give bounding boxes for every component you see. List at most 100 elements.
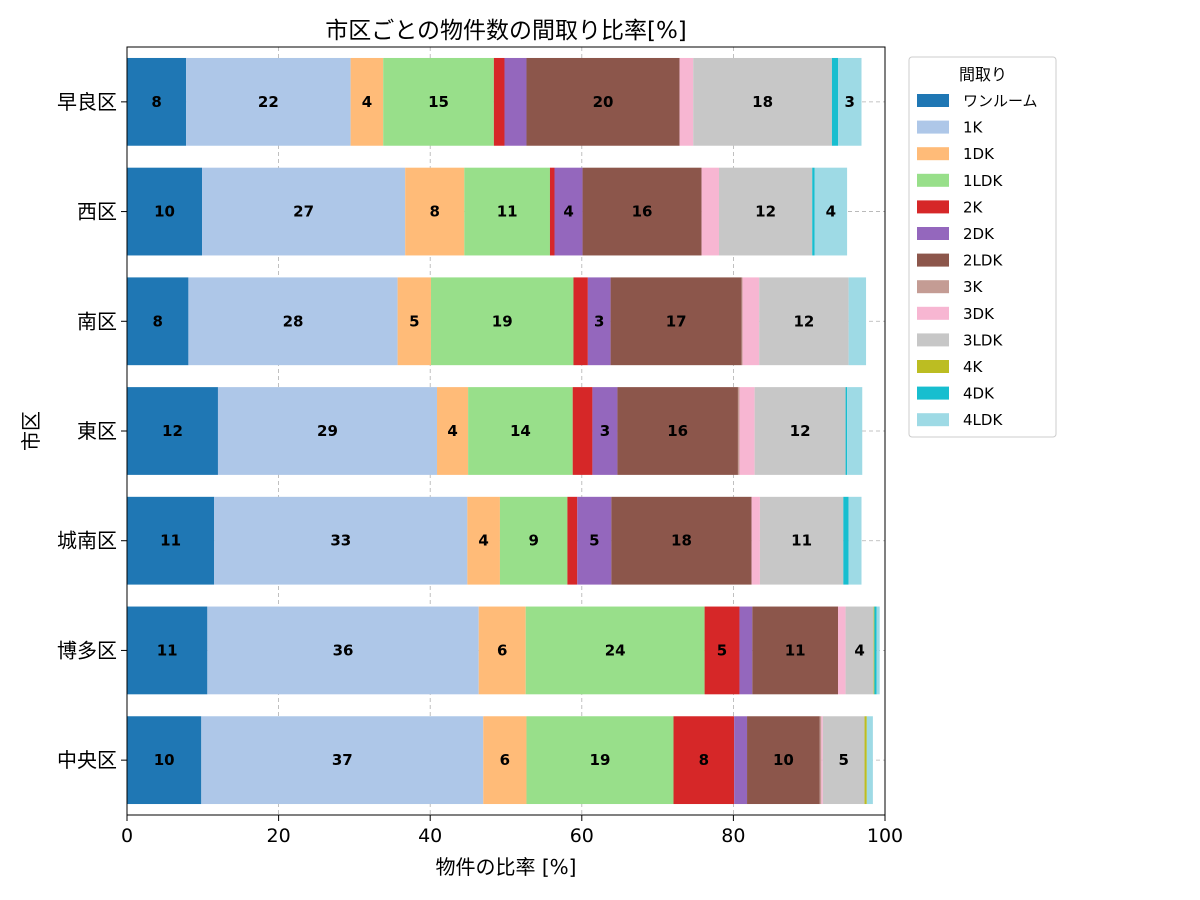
bar-segment	[759, 496, 844, 585]
x-tick-label: 40	[418, 825, 442, 847]
bar-segment	[201, 716, 484, 805]
y-category-label: 城南区	[57, 529, 117, 553]
bar-value-label: 10	[773, 751, 794, 769]
legend-swatch	[917, 306, 949, 320]
x-axis-title: 物件の比率 [%]	[436, 855, 577, 879]
bar-value-label: 12	[793, 312, 814, 330]
bar-segment	[751, 496, 760, 585]
bar-segment	[617, 387, 738, 475]
legend-label: ワンルーム	[963, 92, 1038, 110]
bar-segment	[504, 57, 527, 146]
bar-segment	[739, 606, 753, 695]
bar-segment	[845, 606, 874, 695]
bar-segment	[430, 277, 574, 366]
bar-value-label: 4	[826, 203, 836, 221]
legend-swatch	[917, 333, 949, 347]
bar-segment	[747, 716, 820, 805]
bar-value-label: 17	[666, 312, 687, 330]
bar-segment	[814, 167, 848, 256]
bar-value-label: 12	[790, 422, 811, 440]
x-tick-label: 100	[867, 825, 903, 847]
bar-segment	[873, 606, 875, 695]
bar-segment	[592, 387, 618, 475]
bar-segment	[464, 167, 550, 256]
bar-value-label: 27	[293, 203, 314, 221]
bar-segment	[127, 606, 208, 695]
bar-segment	[202, 167, 406, 256]
bar-segment	[611, 496, 752, 585]
bar-value-label: 15	[428, 93, 449, 111]
x-tick-label: 80	[721, 825, 745, 847]
legend-label: 3K	[963, 278, 984, 296]
bar-segment	[847, 387, 863, 475]
y-axis-title: 市区	[19, 411, 43, 451]
bar-segment	[572, 387, 593, 475]
x-tick-label: 20	[267, 825, 291, 847]
legend-swatch	[917, 120, 949, 134]
bar-value-label: 10	[154, 751, 175, 769]
bar-segment	[838, 57, 862, 146]
bar-segment	[679, 57, 694, 146]
bar-segment	[739, 387, 755, 475]
bar-value-label: 37	[332, 751, 353, 769]
bar-value-label: 4	[854, 641, 864, 659]
bar-segment	[866, 716, 873, 805]
legend-swatch	[917, 200, 949, 214]
bar-value-label: 28	[283, 312, 304, 330]
bar-segment	[704, 606, 740, 695]
bar-segment	[526, 57, 680, 146]
legend-swatch	[917, 280, 949, 294]
bar-segment	[214, 496, 468, 585]
bar-segment	[478, 606, 526, 695]
bar-value-label: 8	[430, 203, 440, 221]
legend-label: 2LDK	[963, 252, 1003, 270]
bar-segment	[864, 716, 867, 805]
bar-segment	[610, 277, 742, 366]
bar-segment	[127, 496, 215, 585]
bar-value-label: 18	[752, 93, 773, 111]
bar-segment	[693, 57, 832, 146]
bar-value-label: 24	[605, 641, 626, 659]
y-category-label: 博多区	[57, 638, 117, 662]
legend-label: 4LDK	[963, 411, 1003, 429]
bar-segment	[821, 716, 823, 805]
bar-segment	[127, 716, 202, 805]
bar-value-label: 16	[632, 203, 653, 221]
bar-segment	[819, 716, 822, 805]
bar-value-label: 4	[362, 93, 372, 111]
bar-value-label: 3	[845, 93, 855, 111]
bar-segment	[186, 57, 351, 146]
bar-segment	[741, 277, 743, 366]
x-tick-label: 0	[121, 825, 133, 847]
bar-segment	[701, 167, 719, 256]
bar-value-label: 19	[492, 312, 513, 330]
legend-label: 1DK	[963, 145, 995, 163]
bar-segment	[493, 57, 505, 146]
bar-value-label: 4	[563, 203, 573, 221]
y-category-label: 中央区	[57, 748, 117, 772]
bar-value-label: 5	[409, 312, 419, 330]
bar-segment	[127, 167, 203, 256]
legend-label: 3LDK	[963, 331, 1003, 349]
bar-segment	[188, 277, 398, 366]
x-tick-label: 60	[570, 825, 594, 847]
bar-segment	[127, 387, 218, 475]
legend-label: 1K	[963, 119, 984, 137]
bar-segment	[350, 57, 384, 146]
legend-label: 4DK	[963, 385, 995, 403]
y-category-label: 東区	[77, 419, 117, 443]
bar-value-label: 9	[528, 532, 538, 550]
bar-value-label: 8	[151, 93, 161, 111]
legend-label: 1LDK	[963, 172, 1003, 190]
legend-frame	[908, 56, 1057, 438]
legend-swatch	[917, 94, 949, 107]
bar-value-label: 18	[671, 532, 692, 550]
bar-segment	[526, 716, 674, 805]
bar-segment	[673, 716, 735, 805]
legend: 間取り ワンルーム 1K 1DK 1LDK 2K 2DK 2LDK 3K 3DK 3LDK 4K 4D…	[908, 56, 1057, 438]
bar-segment	[752, 606, 839, 695]
bar-value-label: 3	[600, 422, 610, 440]
bar-segment	[577, 496, 612, 585]
